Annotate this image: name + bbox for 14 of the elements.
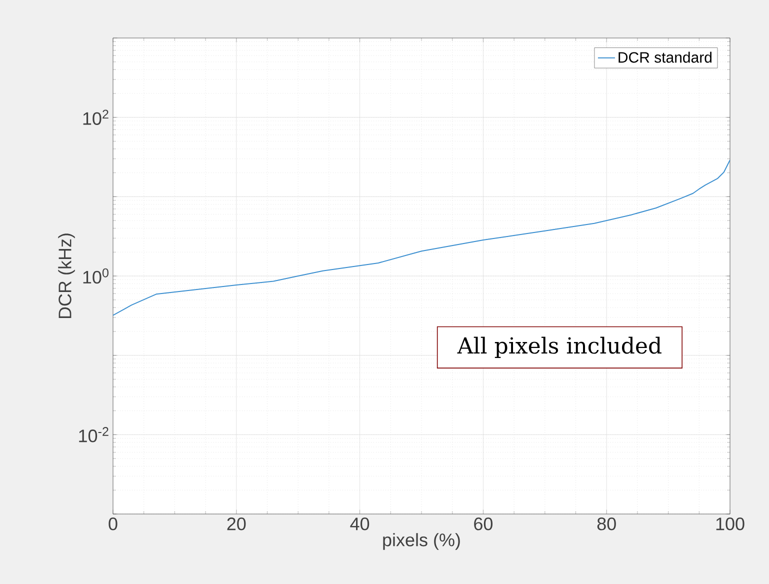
x-tick-label: 80 [597,518,616,530]
x-tick-label: 0 [108,518,118,530]
x-tick-label: 100 [716,518,744,530]
line-series [113,159,730,316]
x-axis-title: pixels (%) [383,533,460,550]
y-axis-title: DCR (kHz) [58,234,75,318]
legend-label: DCR standard [618,52,712,63]
y-tick-label: 10$^{-2}$ [79,427,108,442]
y-tick-label: 10$^{2}$ [83,110,108,125]
x-tick-label: 20 [227,518,246,530]
annotation: All pixels included [457,336,662,358]
x-tick-label: 40 [350,518,370,530]
x-tick-label: 60 [474,518,493,530]
y-tick-label: 10$^{0}$ [83,268,108,284]
